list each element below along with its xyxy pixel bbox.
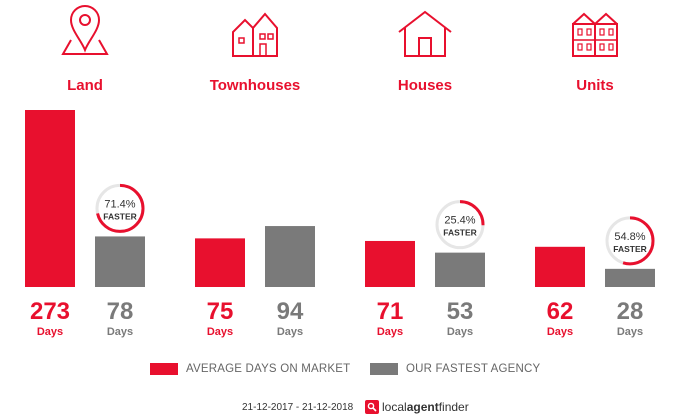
days-label-average-townhouses: Days <box>207 326 233 338</box>
badge-ring-progress <box>605 216 655 266</box>
chart-legend: AVERAGE DAYS ON MARKET OUR FASTEST AGENC… <box>0 363 700 381</box>
pin-shape <box>69 5 101 53</box>
window <box>267 33 274 40</box>
door <box>259 43 267 57</box>
brand-mark-icon <box>365 400 379 414</box>
badge-faster-label: FASTER <box>613 244 647 254</box>
map-base <box>61 39 109 55</box>
window <box>259 33 266 40</box>
bar-average-houses <box>365 240 415 287</box>
legend-item-average: AVERAGE DAYS ON MARKET <box>150 363 350 375</box>
value-fastest-units: 28 <box>617 298 644 325</box>
category-label-townhouses: Townhouses <box>210 77 301 94</box>
value-fastest-land: 78 <box>107 298 134 325</box>
house-door <box>418 37 432 57</box>
house-walls <box>404 28 446 57</box>
brand-text-suffix: finder <box>438 400 469 414</box>
brand-logo: localagentfinder <box>365 400 469 414</box>
legend-item-fastest: OUR FASTEST AGENCY <box>370 363 540 375</box>
legend-label-fastest: OUR FASTEST AGENCY <box>406 363 541 375</box>
units-window <box>577 28 583 36</box>
footer: 21-12-2017 - 21-12-2018 localagentfinder <box>0 400 700 416</box>
category-label-land: Land <box>67 77 103 94</box>
faster-badge-houses: 25.4%FASTER <box>435 200 485 250</box>
badge-ring-progress <box>435 200 485 250</box>
bar-fastest-houses <box>435 252 485 287</box>
units-window <box>608 28 614 36</box>
bar-fastest-townhouses <box>265 226 315 287</box>
units-window <box>599 28 605 36</box>
days-label-fastest-units: Days <box>617 326 643 338</box>
badge-percent: 54.8% <box>614 231 645 243</box>
bar-average-units <box>535 246 585 287</box>
legend-swatch-fastest <box>370 363 398 375</box>
days-label-fastest-houses: Days <box>447 326 473 338</box>
pin-dot <box>79 14 91 26</box>
townhouses-icon <box>232 12 278 57</box>
value-average-units: 62 <box>547 298 574 325</box>
bar-average-land <box>25 110 75 287</box>
units-window <box>577 43 583 51</box>
legend-label-average: AVERAGE DAYS ON MARKET <box>186 363 351 375</box>
days-label-fastest-townhouses: Days <box>277 326 303 338</box>
legend-swatch-average <box>150 363 178 375</box>
badge-ring-progress <box>95 183 145 233</box>
faster-badge-land: 71.4%FASTER <box>95 183 145 233</box>
days-label-average-land: Days <box>37 326 63 338</box>
days-label-fastest-land: Days <box>107 326 133 338</box>
value-average-houses: 71 <box>377 298 404 325</box>
units-roof <box>572 12 618 26</box>
bar-average-townhouses <box>195 238 245 287</box>
badge-percent: 25.4% <box>444 215 475 227</box>
bar-fastest-units <box>605 268 655 287</box>
brand-text: localagentfinder <box>382 400 469 414</box>
category-label-units: Units <box>576 77 614 94</box>
badge-percent: 71.4% <box>104 198 135 210</box>
brand-text-prefix: local <box>382 400 407 414</box>
window <box>238 37 245 44</box>
units-window <box>608 43 614 51</box>
house-icon <box>398 10 452 57</box>
house-roof <box>398 10 452 33</box>
days-label-average-units: Days <box>547 326 573 338</box>
date-range: 21-12-2017 - 21-12-2018 <box>242 402 354 413</box>
units-window <box>586 28 592 36</box>
value-average-townhouses: 75 <box>207 298 234 325</box>
value-fastest-townhouses: 94 <box>277 298 304 325</box>
days-label-average-houses: Days <box>377 326 403 338</box>
value-fastest-houses: 53 <box>447 298 474 325</box>
units-icon <box>572 12 618 57</box>
faster-badge-units: 54.8%FASTER <box>605 216 655 266</box>
category-label-houses: Houses <box>398 77 452 94</box>
value-average-land: 273 <box>30 298 70 325</box>
units-window <box>586 43 592 51</box>
units-window <box>599 43 605 51</box>
map-pin-icon <box>61 5 109 55</box>
badge-faster-label: FASTER <box>443 228 477 238</box>
badge-faster-label: FASTER <box>103 211 137 221</box>
brand-text-bold: agent <box>406 400 439 414</box>
bar-fastest-land <box>95 236 145 287</box>
